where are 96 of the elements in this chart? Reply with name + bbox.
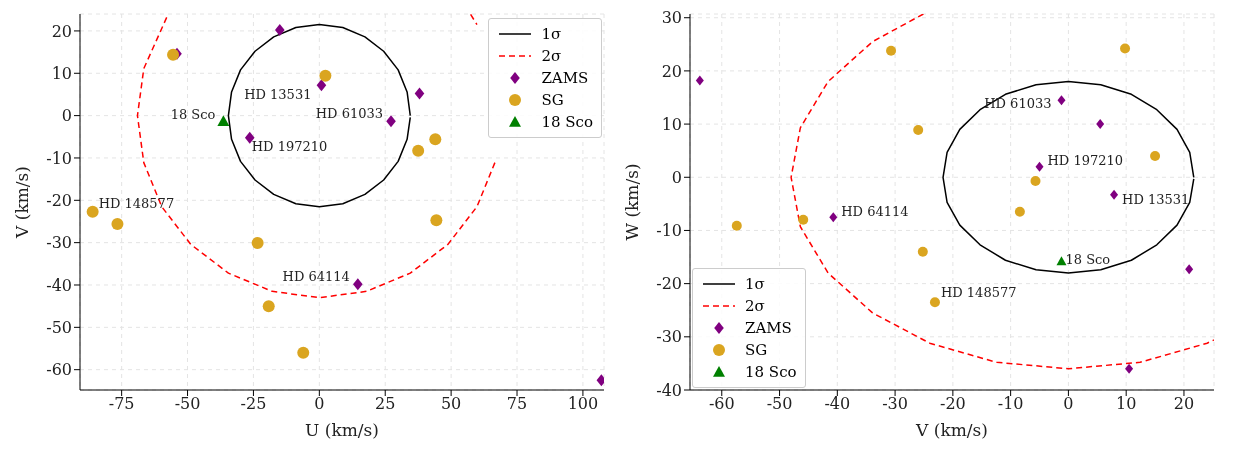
point	[917, 246, 928, 257]
y-tick-label: -40	[46, 275, 72, 295]
y-axis-title: V (km/s)	[12, 166, 33, 239]
point	[1035, 161, 1044, 172]
x-tick-label: -50	[766, 394, 793, 414]
point	[262, 300, 275, 313]
x-tick-label: -20	[939, 394, 966, 414]
y-tick-label: -20	[656, 274, 682, 294]
annotation: HD 148577	[98, 195, 175, 211]
x-tick-label: -60	[708, 394, 735, 414]
y-tick-label: 0	[61, 106, 72, 126]
point	[251, 237, 264, 250]
line-series	[942, 80, 1195, 274]
point	[386, 115, 396, 128]
point	[886, 45, 897, 56]
legend-label: SG	[541, 91, 564, 109]
annotation: HD 197210	[251, 138, 328, 154]
point	[167, 48, 180, 61]
point	[1150, 151, 1161, 161]
point	[430, 214, 443, 227]
legend-label: 18 Sco	[745, 363, 797, 381]
annotation: HD 13531	[244, 87, 312, 103]
point	[319, 69, 332, 82]
x-tick-label: 50	[440, 394, 462, 414]
x-tick-label: 20	[1173, 394, 1195, 414]
y-tick-label: -40	[656, 380, 682, 400]
point	[929, 297, 940, 308]
y-tick-label: 20	[661, 61, 682, 81]
legend-label: ZAMS	[541, 69, 589, 87]
y-tick-label: -10	[656, 221, 682, 241]
y-tick-label: 0	[671, 167, 682, 187]
annotation: HD 64114	[841, 204, 909, 220]
point	[316, 79, 327, 92]
x-tick-label: 0	[314, 394, 325, 414]
x-tick-label: 25	[375, 394, 396, 414]
annotation: HD 13531	[1122, 191, 1190, 207]
point	[353, 278, 363, 291]
point	[274, 24, 285, 37]
x-tick-label: -75	[108, 394, 135, 414]
point	[111, 218, 124, 231]
point	[913, 124, 924, 135]
y-tick-label: 20	[51, 21, 72, 41]
legend-label: 1σ	[745, 275, 765, 293]
point	[86, 205, 99, 218]
legend-label: 1σ	[541, 25, 562, 43]
annotation: 18 Sco	[1065, 252, 1111, 268]
point	[412, 144, 425, 157]
point	[1110, 189, 1119, 200]
y-tick-label: -30	[46, 233, 72, 253]
x-tick-label: 0	[1063, 394, 1074, 414]
x-tick-label: -40	[824, 394, 851, 414]
legend-label: SG	[745, 341, 768, 359]
point	[695, 75, 704, 86]
point	[217, 115, 230, 126]
legend-label: 2σ	[745, 297, 765, 315]
annotation: HD 64114	[282, 269, 350, 285]
x-tick-label: 100	[567, 394, 599, 414]
point	[1056, 256, 1067, 266]
point	[1185, 264, 1194, 275]
point	[1120, 43, 1131, 54]
x-axis-title: U (km/s)	[305, 420, 379, 440]
y-tick-label: 30	[661, 8, 682, 28]
point	[798, 214, 809, 225]
x-tick-label: 10	[1116, 394, 1137, 414]
point	[731, 220, 742, 231]
y-axis-title: W (km/s)	[622, 163, 643, 241]
x-tick-label: -50	[174, 394, 201, 414]
point	[414, 87, 425, 100]
x-axis-title: V (km/s)	[915, 420, 988, 440]
x-tick-label: -10	[997, 394, 1024, 414]
point	[1125, 363, 1134, 374]
point	[1057, 95, 1066, 106]
x-tick-label: -25	[240, 394, 267, 414]
y-tick-label: -60	[46, 360, 72, 380]
legend-label: ZAMS	[745, 319, 792, 337]
point	[1014, 206, 1025, 217]
annotation: HD 61033	[315, 106, 384, 122]
y-tick-label: 10	[51, 63, 72, 83]
annotation: HD 197210	[1047, 152, 1124, 168]
y-tick-label: -50	[46, 318, 72, 338]
y-tick-label: 10	[661, 114, 682, 134]
point	[829, 212, 838, 223]
y-tick-label: -10	[46, 148, 72, 168]
annotation: HD 61033	[984, 96, 1052, 112]
x-tick-label: 75	[506, 394, 528, 414]
x-tick-label: -30	[882, 394, 908, 414]
point	[297, 346, 310, 359]
annotation: 18 Sco	[170, 107, 216, 123]
point	[1030, 175, 1041, 186]
point	[1096, 119, 1105, 130]
legend-label: 2σ	[541, 47, 562, 65]
point	[429, 133, 442, 146]
legend-label: 18 Sco	[541, 113, 593, 131]
annotation: HD 148577	[940, 285, 1017, 301]
y-tick-label: -20	[46, 190, 72, 210]
y-tick-label: -30	[656, 327, 682, 347]
